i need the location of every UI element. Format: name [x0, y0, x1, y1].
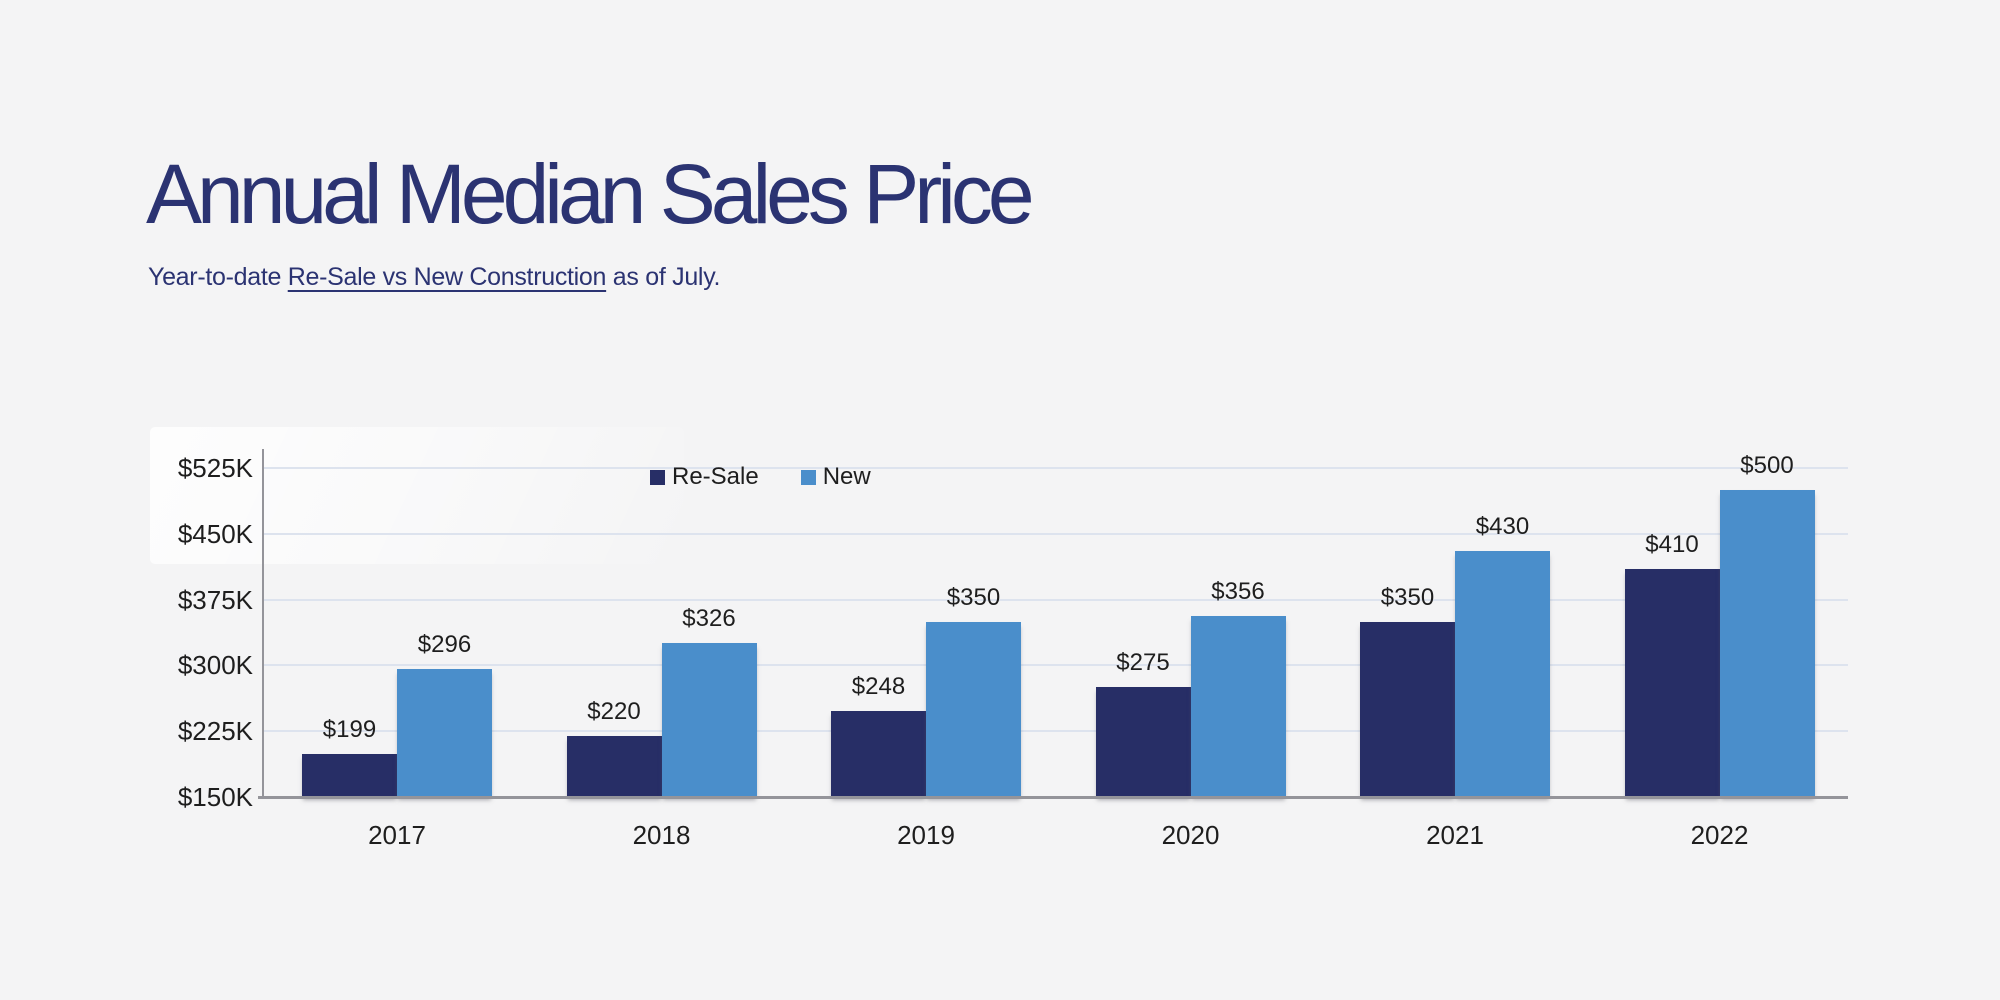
y-axis-tick-label: $375K	[177, 584, 253, 615]
bar-re-sale-2022	[1624, 568, 1720, 797]
subtitle-prefix: Year-to-date	[148, 263, 288, 291]
gridline-$225K	[263, 730, 1848, 733]
bar-new-2022	[1719, 489, 1815, 797]
page-subtitle: Year-to-date Re-Sale vs New Construction…	[148, 263, 720, 292]
bar-value-label: $350	[1380, 583, 1435, 611]
x-axis-line	[258, 796, 1848, 799]
bar-value-label: $220	[587, 697, 641, 725]
bar-value-label: $248	[851, 673, 906, 701]
bar-value-label: $500	[1740, 451, 1794, 479]
bar-value-label: $410	[1645, 530, 1699, 558]
bar-re-sale-2017	[302, 754, 397, 797]
gridline-$525K	[263, 467, 1848, 469]
resale-legend-label: Re-Sale	[672, 463, 759, 490]
bar-value-label: $199	[322, 716, 377, 743]
y-axis-tick-label: $225K	[177, 716, 253, 747]
bar-new-2018	[661, 642, 757, 797]
x-axis-category-label: 2021	[1426, 820, 1484, 850]
new-legend-label: New	[822, 463, 871, 490]
y-axis-tick-label: $300K	[177, 650, 253, 681]
y-axis-tick-label: $525K	[177, 453, 253, 483]
bar-new-2017	[397, 668, 492, 797]
legend-item-resale[interactable]: Re-Sale	[650, 463, 759, 491]
bar-value-label: $430	[1475, 513, 1530, 541]
y-axis-line	[262, 449, 264, 798]
bar-re-sale-2021	[1360, 621, 1455, 797]
x-axis-category-label: 2018	[632, 820, 691, 850]
subtitle-link[interactable]: Re-Sale vs New Construction	[287, 263, 607, 291]
x-axis-category-label: 2022	[1690, 820, 1749, 850]
x-axis-category-label: 2020	[1161, 820, 1220, 850]
bar-re-sale-2020	[1095, 687, 1191, 797]
bar-value-label: $350	[946, 583, 1001, 611]
resale-legend-swatch	[650, 469, 665, 485]
page-title: Annual Median Sales Price	[146, 147, 1035, 242]
bar-re-sale-2018	[566, 735, 662, 797]
bar-new-2021	[1455, 551, 1550, 797]
bar-new-2020	[1190, 616, 1286, 797]
gridline-$375K	[263, 598, 1848, 601]
bar-value-label: $275	[1116, 649, 1170, 677]
chart-legend: Re-Sale New	[650, 463, 871, 491]
bar-new-2019	[926, 621, 1021, 797]
x-axis-category-label: 2019	[897, 820, 955, 850]
chart-background-card	[150, 427, 684, 564]
bar-value-label: $326	[682, 604, 736, 632]
gridline-$300K	[263, 664, 1848, 667]
y-axis-tick-label: $450K	[177, 518, 253, 549]
legend-item-new[interactable]: New	[800, 463, 871, 491]
new-legend-swatch	[800, 469, 816, 485]
gridline-$450K	[263, 532, 1848, 535]
y-axis-tick-label: $150K	[177, 782, 253, 812]
x-axis-category-label: 2017	[368, 820, 426, 850]
subtitle-suffix: as of July.	[606, 263, 721, 291]
bar-value-label: $356	[1211, 578, 1265, 606]
bar-re-sale-2019	[831, 711, 926, 797]
bar-value-label: $296	[417, 630, 472, 658]
